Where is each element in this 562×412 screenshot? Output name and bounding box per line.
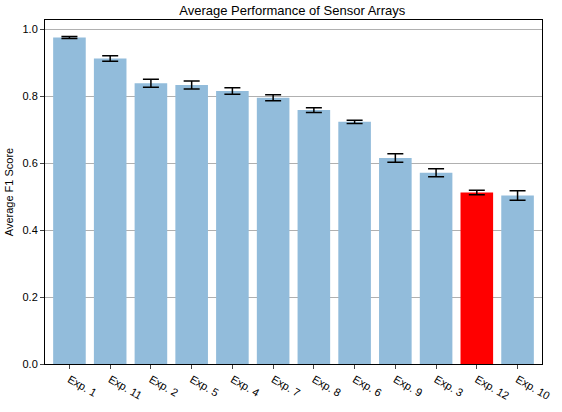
svg-text:Exp. 8: Exp. 8 <box>310 373 343 399</box>
svg-text:Exp. 3: Exp. 3 <box>432 373 465 399</box>
svg-text:Exp. 2: Exp. 2 <box>147 373 180 399</box>
svg-text:Exp. 1: Exp. 1 <box>66 373 99 399</box>
svg-text:Exp. 12: Exp. 12 <box>473 373 511 402</box>
svg-text:Exp. 5: Exp. 5 <box>188 373 221 399</box>
svg-text:Average F1 Score: Average F1 Score <box>3 148 15 236</box>
svg-text:Exp. 9: Exp. 9 <box>392 373 425 399</box>
svg-text:0.4: 0.4 <box>23 224 38 236</box>
svg-text:0.6: 0.6 <box>23 157 38 169</box>
svg-text:Exp. 7: Exp. 7 <box>269 373 302 399</box>
svg-text:Average Performance of Sensor: Average Performance of Sensor Arrays <box>179 3 405 18</box>
svg-text:0.2: 0.2 <box>23 291 38 303</box>
svg-text:Exp. 10: Exp. 10 <box>514 373 552 402</box>
svg-text:1.0: 1.0 <box>23 23 38 35</box>
svg-text:0.8: 0.8 <box>23 90 38 102</box>
svg-text:0.0: 0.0 <box>23 358 38 370</box>
svg-text:Exp. 11: Exp. 11 <box>106 373 144 402</box>
svg-text:Exp. 4: Exp. 4 <box>229 373 262 399</box>
svg-text:Exp. 6: Exp. 6 <box>351 373 384 399</box>
